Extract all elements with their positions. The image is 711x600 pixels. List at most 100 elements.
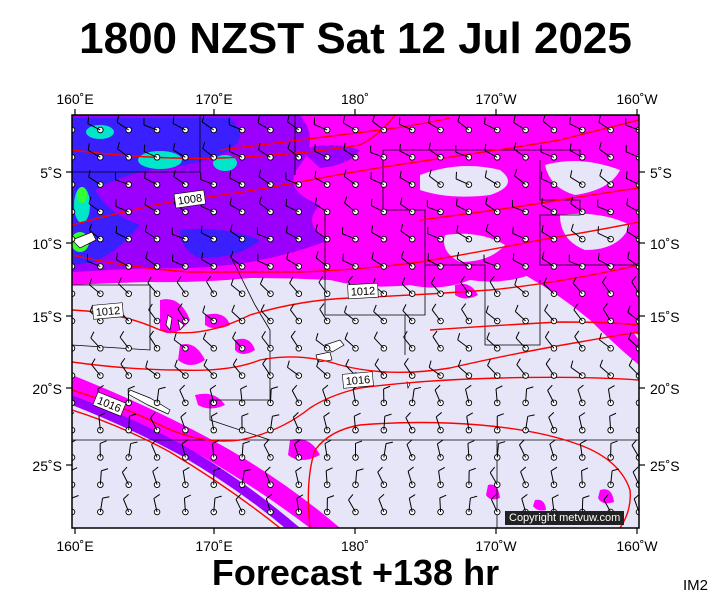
wind-barb xyxy=(597,199,614,216)
wind-barb xyxy=(292,412,303,434)
wind-barb xyxy=(295,494,304,516)
wind-barb xyxy=(286,115,303,134)
wind-barb xyxy=(494,413,504,434)
wind-barb xyxy=(380,441,393,461)
wind-barb xyxy=(180,412,189,434)
wind-barb xyxy=(348,494,359,516)
wind-barb xyxy=(343,169,359,188)
wind-barb xyxy=(455,198,473,216)
wind-barb xyxy=(598,142,614,161)
wind-barb xyxy=(514,278,529,297)
wind-barb xyxy=(117,141,132,161)
wind-barb xyxy=(426,200,444,216)
isobar-1010 xyxy=(72,221,639,273)
wind-barb xyxy=(344,196,359,216)
wind-barb xyxy=(541,224,558,243)
wind-barb xyxy=(125,441,138,461)
rain-gap-2 xyxy=(545,161,620,195)
wind-barb xyxy=(174,359,189,379)
wind-barb xyxy=(342,253,359,270)
lon-label-bottom-170w: 170˚W xyxy=(475,538,517,554)
wind-barb xyxy=(179,384,189,407)
wind-barb xyxy=(319,303,331,325)
wind-barb xyxy=(455,171,473,188)
wind-barb xyxy=(229,170,246,188)
lon-label-bottom-180: 180˚ xyxy=(340,538,370,554)
wind-barb xyxy=(260,304,274,325)
wind-barb xyxy=(430,276,444,297)
wind-barb xyxy=(373,331,388,352)
lat-label-left-5s: 5˚S xyxy=(40,165,62,181)
wind-barb xyxy=(378,493,388,516)
wind-barb xyxy=(228,144,246,161)
wind-barb xyxy=(290,330,303,352)
wind-barb xyxy=(598,115,614,134)
wind-barb xyxy=(570,196,586,216)
wind-barb xyxy=(403,331,416,352)
wind-barb xyxy=(315,332,331,352)
wind-barb xyxy=(143,117,161,134)
wind-barb xyxy=(171,227,189,243)
wind-barb xyxy=(203,358,217,379)
wind-barb xyxy=(597,252,614,270)
wind-barb xyxy=(315,224,331,243)
wind-barb xyxy=(267,414,280,434)
wind-barb xyxy=(322,384,331,407)
wind-barb xyxy=(285,172,303,188)
wind-barb xyxy=(598,332,614,352)
lon-label-top-180: 180˚ xyxy=(340,91,370,107)
wind-barb xyxy=(115,199,132,216)
wind-barb xyxy=(550,466,558,488)
wind-barb xyxy=(229,197,246,216)
wind-barb xyxy=(177,303,189,325)
wind-barb xyxy=(489,466,501,488)
wind-barb xyxy=(97,468,109,488)
wind-barb xyxy=(597,226,614,243)
wind-barb xyxy=(602,276,614,297)
wind-barb xyxy=(456,225,473,243)
wind-barb xyxy=(547,384,558,407)
wind-barb xyxy=(232,331,246,352)
wind-barb xyxy=(86,254,104,270)
wind-barb xyxy=(238,440,250,461)
wind-barb xyxy=(342,226,359,243)
wind-barb xyxy=(153,494,161,516)
wind-barb xyxy=(315,250,331,270)
wind-barb xyxy=(232,358,246,379)
wind-barb xyxy=(259,277,274,297)
wind-barb xyxy=(343,142,359,161)
wind-barb xyxy=(316,359,331,379)
wind-barb xyxy=(372,115,388,134)
wind-barb xyxy=(457,359,473,379)
wind-barb xyxy=(143,144,161,161)
wind-barb xyxy=(377,466,388,488)
wind-barb xyxy=(286,360,303,379)
wind-barb xyxy=(291,384,303,407)
wind-barb xyxy=(125,385,135,407)
wind-barb xyxy=(90,331,104,352)
wind-barb xyxy=(323,412,331,434)
rain-core-cyan-2 xyxy=(213,155,237,171)
wind-barb xyxy=(540,145,558,161)
isobar-1018 xyxy=(72,409,281,528)
wind-barb xyxy=(427,226,444,243)
wind-barb xyxy=(408,386,422,407)
wind-barb xyxy=(570,223,586,243)
wind-barb xyxy=(437,494,447,516)
isobar-label-1008: 1008 xyxy=(173,189,207,209)
wind-barb xyxy=(97,440,107,461)
lon-label-top-170e: 170˚E xyxy=(195,91,233,107)
wind-barb xyxy=(520,466,529,488)
wind-barb xyxy=(121,466,132,488)
wind-barb xyxy=(399,197,416,216)
wind-barb xyxy=(181,439,189,461)
wind-barb xyxy=(519,439,529,461)
wind-barb xyxy=(210,467,221,488)
wind-barb xyxy=(88,169,104,188)
wind-barb xyxy=(371,225,388,243)
wind-barb xyxy=(465,384,473,407)
wind-barb xyxy=(172,253,189,270)
wind-barb xyxy=(323,467,333,488)
wind-barb xyxy=(125,413,137,434)
wind-barb xyxy=(380,385,391,407)
